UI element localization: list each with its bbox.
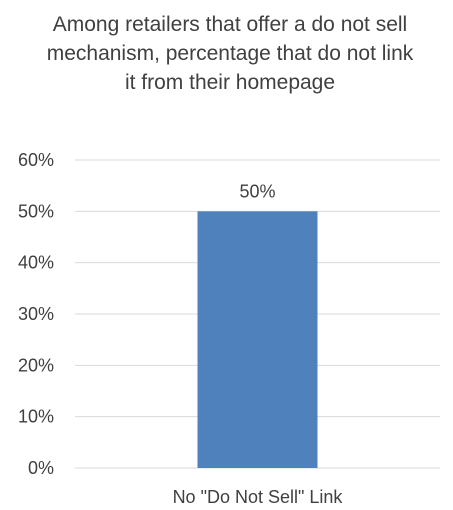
y-tick-label: 40% <box>18 253 54 273</box>
y-tick-label: 0% <box>28 458 54 478</box>
y-tick-label: 50% <box>18 201 54 221</box>
data-label: 50% <box>239 181 275 201</box>
y-tick-label: 10% <box>18 407 54 427</box>
y-tick-label: 30% <box>18 304 54 324</box>
y-tick-label: 20% <box>18 355 54 375</box>
y-tick-label: 60% <box>18 150 54 170</box>
x-tick-label: No "Do Not Sell" Link <box>173 487 344 507</box>
chart-title: Among retailers that offer a do not sell… <box>46 13 414 94</box>
bar <box>197 211 318 469</box>
